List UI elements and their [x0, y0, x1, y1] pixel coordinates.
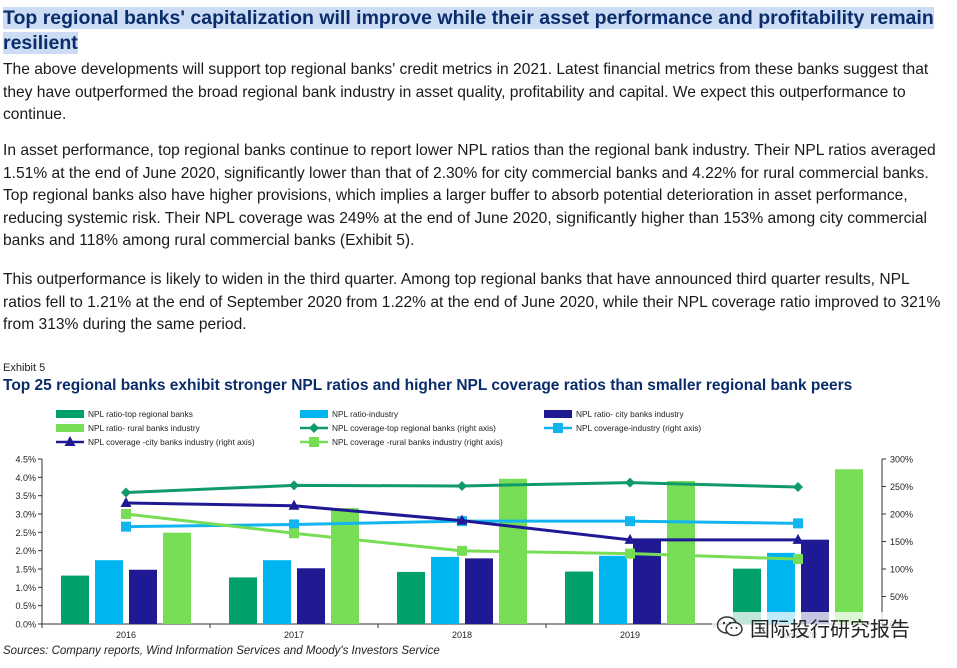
y-right-tick-label: 150% — [890, 537, 913, 547]
line-point — [121, 521, 131, 532]
line-point — [625, 516, 635, 527]
y-right-tick-label: 50% — [890, 592, 908, 602]
bar — [331, 508, 359, 624]
y-right-tick-label: 100% — [890, 565, 913, 575]
bar — [297, 568, 325, 624]
legend-swatch — [56, 410, 84, 418]
legend-label: NPL coverage-top regional banks (right a… — [332, 423, 496, 433]
y-left-tick-label: 0.5% — [15, 601, 36, 611]
line-point — [120, 497, 132, 507]
bar — [431, 556, 459, 624]
exhibit-label: Exhibit 5 — [3, 362, 46, 374]
y-right-tick-label: 200% — [890, 510, 913, 520]
legend-marker — [309, 437, 319, 447]
bar — [565, 571, 593, 624]
x-tick-label: 2018 — [452, 630, 472, 640]
legend-label: NPL coverage -rural banks industry (righ… — [332, 437, 503, 447]
y-right-tick-label: 250% — [890, 482, 913, 492]
y-left-tick-label: 1.5% — [15, 565, 36, 575]
watermark-text: 国际投行研究报告 — [750, 616, 910, 641]
line-point — [457, 545, 467, 556]
line-point — [793, 554, 803, 565]
legend-label: NPL ratio- rural banks industry — [88, 423, 201, 433]
line-point — [792, 533, 804, 544]
bar — [163, 532, 191, 624]
bar — [835, 469, 863, 624]
line-point — [289, 519, 299, 530]
watermark: 国际投行研究报告 — [712, 612, 914, 642]
line-point — [121, 509, 131, 519]
legend-swatch — [56, 424, 84, 432]
y-left-tick-label: 1.0% — [15, 583, 36, 593]
legend-marker — [64, 436, 76, 446]
legend-swatch — [544, 410, 572, 418]
paragraph-3: This outperformance is likely to widen i… — [3, 271, 941, 333]
bar — [465, 558, 493, 624]
legend-swatch — [300, 410, 328, 418]
y-left-tick-label: 4.5% — [15, 455, 36, 465]
line-point — [457, 480, 467, 491]
y-left-tick-label: 0.0% — [15, 620, 36, 630]
bar — [667, 481, 695, 624]
bar — [397, 571, 425, 624]
legend-label: NPL coverage -city banks industry (right… — [88, 437, 255, 447]
chart-title: Top 25 regional banks exhibit stronger N… — [3, 377, 853, 394]
line-point — [624, 533, 636, 544]
line-point — [625, 477, 635, 488]
x-tick-label: 2019 — [620, 630, 640, 640]
line-point — [625, 548, 635, 559]
legend-label: NPL coverage-industry (right axis) — [576, 423, 701, 433]
line-point — [289, 480, 299, 491]
bar — [599, 555, 627, 624]
bar — [801, 539, 829, 624]
bar — [263, 560, 291, 624]
x-tick-label: 2017 — [284, 630, 304, 640]
bar — [95, 560, 123, 624]
x-tick-label: 2016 — [116, 630, 136, 640]
npl-chart: 0.0% 0.5% 1.0% 1.5% 2.0% 2.5% 3.0% 3.5% 4.0% 4.5%… — [15, 409, 913, 640]
line-point — [456, 514, 468, 525]
line-point — [289, 528, 299, 539]
y-left-tick-label: 2.5% — [15, 528, 36, 538]
y-left-tick-label: 2.0% — [15, 546, 36, 556]
y-left-tick-label: 3.0% — [15, 510, 36, 520]
y-left-tick-label: 4.0% — [15, 473, 36, 483]
bar — [129, 569, 157, 624]
line-point — [288, 499, 300, 510]
y-left-tick-label: 3.5% — [15, 491, 36, 501]
legend-marker — [553, 423, 563, 433]
bar — [61, 575, 89, 624]
line-point — [793, 482, 803, 493]
legend-marker — [309, 423, 319, 433]
line-point — [793, 518, 803, 529]
y-right-tick-label: 300% — [890, 455, 913, 465]
source-note: Sources: Company reports, Wind Informati… — [3, 645, 440, 657]
paragraph-1: The above developments will support top … — [3, 61, 929, 123]
legend-label: NPL ratio- city banks industry — [576, 409, 684, 419]
bar — [633, 538, 661, 624]
legend-label: NPL ratio-top regional banks — [88, 409, 193, 419]
bar — [229, 577, 257, 624]
paragraph-2: In asset performance, top regional banks… — [3, 142, 936, 249]
section-heading: Top regional banks' capitalization will … — [3, 7, 934, 54]
wechat-icon — [716, 616, 743, 637]
line-point — [121, 487, 131, 498]
legend-label: NPL ratio-industry — [332, 409, 399, 419]
